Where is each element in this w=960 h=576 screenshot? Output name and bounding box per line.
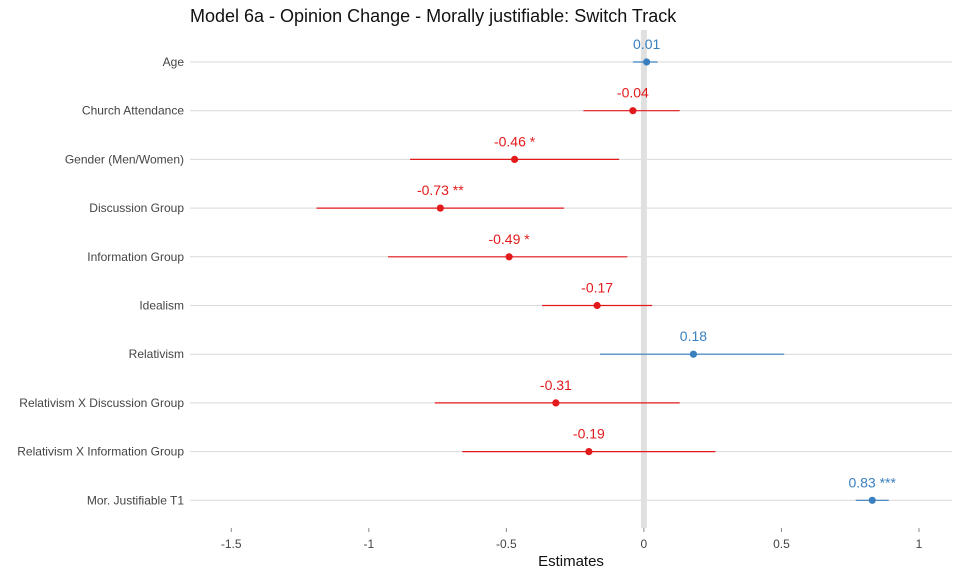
x-tick-label: 0.5 <box>773 537 790 551</box>
data-label: 0.01 <box>633 36 660 52</box>
data-label: -0.19 <box>573 426 605 442</box>
data-label: -0.73 ** <box>417 182 464 198</box>
row-label: Information Group <box>87 250 184 264</box>
data-label: 0.18 <box>680 328 707 344</box>
estimate-point <box>689 350 698 358</box>
estimate-point <box>643 58 651 66</box>
data-label: -0.46 * <box>494 133 536 149</box>
x-axis: -1.5 -1 -0.5 0 0.5 1 <box>221 528 923 551</box>
chart-title: Model 6a - Opinion Change - Morally just… <box>190 6 677 26</box>
x-tick-label: -0.5 <box>496 537 517 551</box>
estimate-point <box>511 155 519 163</box>
x-tick-label: 0 <box>641 537 648 551</box>
x-tick-label: -1 <box>363 537 374 551</box>
row-label: Discussion Group <box>89 201 184 215</box>
zero-reference-line <box>640 30 647 528</box>
row-label: Church Attendance <box>82 104 184 118</box>
row-label: Mor. Justifiable T1 <box>87 493 184 507</box>
x-axis-label: Estimates <box>538 553 604 570</box>
estimate-marks: 0.01 -0.04 -0.46 * -0.73 ** -0.49 * -0.17 0.18… <box>316 36 897 504</box>
data-label: 0.83 *** <box>848 474 896 490</box>
data-label: -0.31 <box>540 377 572 393</box>
estimate-point <box>552 399 560 407</box>
row-label: Gender (Men/Women) <box>65 152 184 166</box>
estimate-point <box>585 448 593 456</box>
row-label: Idealism <box>139 299 184 313</box>
estimate-point <box>629 107 637 115</box>
estimate-point <box>593 301 601 310</box>
row-label: Relativism X Information Group <box>17 445 184 459</box>
data-label: -0.04 <box>617 85 649 101</box>
data-label: -0.17 <box>581 280 613 296</box>
estimate-point <box>436 204 444 212</box>
row-label: Relativism X Discussion Group <box>19 396 184 410</box>
x-tick-label: 1 <box>916 537 923 551</box>
grid-lines <box>190 61 952 501</box>
estimate-point <box>868 496 876 504</box>
y-axis-labels: Age Church Attendance Gender (Men/Women) Di… <box>17 55 184 507</box>
x-tick-label: -1.5 <box>221 537 242 551</box>
row-label: Relativism <box>129 347 184 361</box>
estimate-point <box>505 253 513 261</box>
data-label: -0.49 * <box>488 231 530 247</box>
row-label: Age <box>163 55 185 69</box>
